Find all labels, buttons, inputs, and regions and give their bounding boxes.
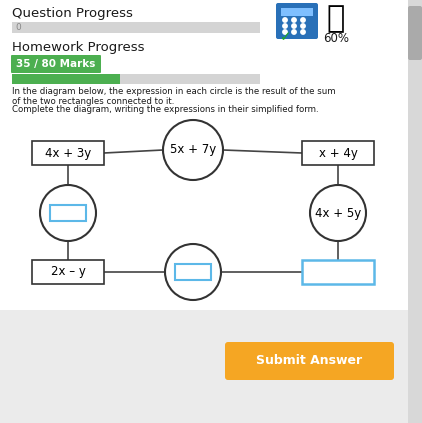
FancyBboxPatch shape xyxy=(276,3,318,39)
FancyBboxPatch shape xyxy=(0,310,408,423)
Text: x + 4y: x + 4y xyxy=(319,146,357,159)
Text: 35 / 80 Marks: 35 / 80 Marks xyxy=(16,59,96,69)
Text: of the two rectangles connected to it.: of the two rectangles connected to it. xyxy=(12,96,174,105)
Circle shape xyxy=(301,30,305,34)
Circle shape xyxy=(283,24,287,28)
FancyBboxPatch shape xyxy=(225,342,394,380)
Text: Complete the diagram, writing the expressions in their simplified form.: Complete the diagram, writing the expres… xyxy=(12,105,319,115)
FancyBboxPatch shape xyxy=(302,141,374,165)
Circle shape xyxy=(292,24,296,28)
Circle shape xyxy=(40,185,96,241)
FancyBboxPatch shape xyxy=(12,22,260,33)
Circle shape xyxy=(301,24,305,28)
FancyBboxPatch shape xyxy=(32,260,104,284)
FancyBboxPatch shape xyxy=(32,141,104,165)
Circle shape xyxy=(283,30,287,34)
Circle shape xyxy=(165,244,221,300)
Text: ✓: ✓ xyxy=(280,30,292,44)
FancyBboxPatch shape xyxy=(302,260,374,284)
Text: 4x + 5y: 4x + 5y xyxy=(315,206,361,220)
Text: 60%: 60% xyxy=(323,31,349,44)
FancyBboxPatch shape xyxy=(408,6,422,60)
Text: 5x + 7y: 5x + 7y xyxy=(170,143,216,157)
Circle shape xyxy=(292,30,296,34)
Circle shape xyxy=(283,18,287,22)
Text: 0: 0 xyxy=(15,23,21,32)
FancyBboxPatch shape xyxy=(11,55,101,73)
Circle shape xyxy=(301,18,305,22)
FancyBboxPatch shape xyxy=(50,205,86,221)
Circle shape xyxy=(292,18,296,22)
Text: Submit Answer: Submit Answer xyxy=(257,354,362,368)
Text: 4x + 3y: 4x + 3y xyxy=(45,146,91,159)
FancyBboxPatch shape xyxy=(175,264,211,280)
FancyBboxPatch shape xyxy=(12,74,120,84)
Circle shape xyxy=(310,185,366,241)
Text: In the diagram below, the expression in each circle is the result of the sum: In the diagram below, the expression in … xyxy=(12,88,335,96)
Text: 2x – y: 2x – y xyxy=(51,266,85,278)
FancyBboxPatch shape xyxy=(12,74,260,84)
FancyBboxPatch shape xyxy=(281,8,313,16)
FancyBboxPatch shape xyxy=(408,0,422,423)
Text: 🏆: 🏆 xyxy=(327,5,345,33)
Text: Homework Progress: Homework Progress xyxy=(12,41,144,55)
Circle shape xyxy=(163,120,223,180)
Text: Question Progress: Question Progress xyxy=(12,8,133,20)
